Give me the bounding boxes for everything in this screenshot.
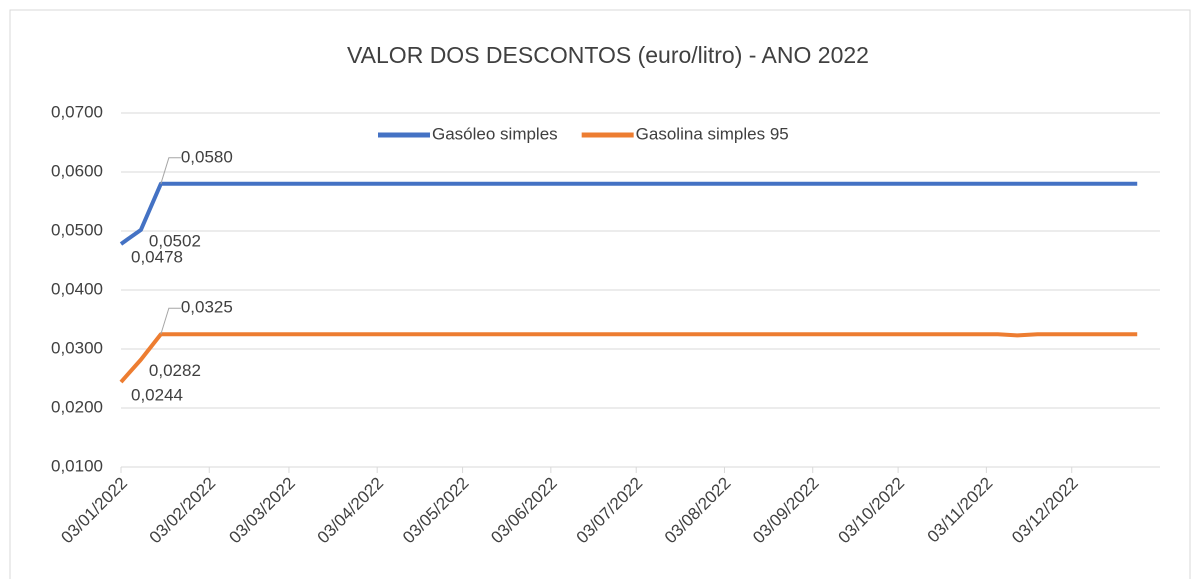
- label-leader: [160, 307, 181, 335]
- series-line: [119, 332, 1138, 384]
- data-label: 0,0244: [131, 386, 183, 405]
- y-tick-label: 0,0500: [51, 220, 103, 239]
- data-label: 0,0502: [149, 231, 201, 250]
- chart-title: VALOR DOS DESCONTOS (euro/litro) - ANO 2…: [347, 42, 869, 68]
- legend-label: Gasolina simples 95: [636, 124, 789, 143]
- data-label: 0,0282: [149, 361, 201, 380]
- legend-label: Gasóleo simples: [432, 124, 558, 143]
- y-tick-label: 0,0600: [51, 161, 103, 180]
- data-label: 0,0580: [181, 147, 233, 166]
- y-tick-label: 0,0400: [51, 279, 103, 298]
- y-tick-label: 0,0200: [51, 397, 103, 416]
- y-tick-label: 0,0700: [51, 102, 103, 121]
- chart-border: [9, 9, 1191, 579]
- series-line: [119, 181, 1138, 246]
- label-leader: [160, 157, 181, 184]
- data-label: 0,0325: [181, 298, 233, 317]
- y-tick-label: 0,0300: [51, 338, 103, 357]
- data-label: 0,0478: [131, 247, 183, 266]
- y-tick-label: 0,0100: [51, 456, 103, 475]
